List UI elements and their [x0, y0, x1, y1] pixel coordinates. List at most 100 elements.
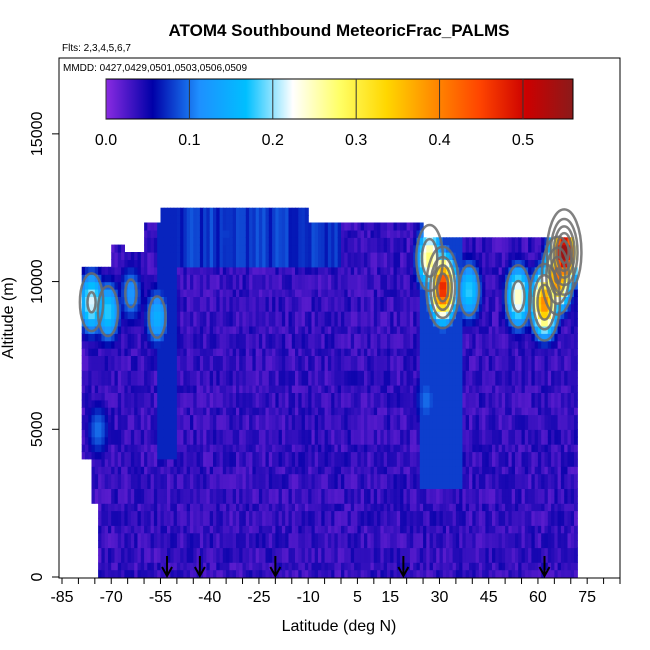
heatmap-cell	[304, 525, 309, 534]
heatmap-cell	[134, 421, 139, 430]
heatmap-cell	[130, 466, 135, 475]
heatmap-cell	[229, 266, 234, 275]
heatmap-cell	[190, 362, 194, 371]
heatmap-cell	[232, 281, 237, 290]
heatmap-cell	[203, 377, 207, 386]
heatmap-cell	[370, 333, 375, 342]
heatmap-cell	[298, 488, 303, 497]
heatmap-cell	[180, 325, 185, 334]
heatmap-cell	[209, 370, 214, 379]
heatmap-cell	[380, 296, 385, 305]
heatmap-cell	[180, 215, 185, 224]
heatmap-cell	[318, 510, 322, 519]
heatmap-cell	[387, 488, 391, 497]
heatmap-cell	[196, 554, 201, 563]
heatmap-cell	[357, 532, 362, 541]
heatmap-cell	[272, 532, 276, 541]
heatmap-cell	[288, 436, 293, 445]
heatmap-cell	[278, 318, 283, 327]
heatmap-cell	[423, 503, 427, 512]
heatmap-cell	[298, 385, 303, 393]
heatmap-cell	[219, 488, 224, 497]
heatmap-cell	[409, 444, 414, 453]
heatmap-cell	[278, 451, 283, 460]
heatmap-cell	[150, 569, 155, 578]
heatmap-cell	[364, 562, 368, 571]
heatmap-cell	[364, 466, 368, 475]
heatmap-cell	[213, 289, 217, 297]
heatmap-cell	[272, 429, 276, 438]
heatmap-cell	[127, 473, 132, 482]
heatmap-cell	[203, 385, 207, 393]
heatmap-cell	[265, 325, 270, 334]
heatmap-cell	[324, 473, 329, 482]
heatmap-cell	[295, 488, 299, 497]
heatmap-cell	[255, 289, 260, 297]
heatmap-cell	[124, 385, 129, 393]
heatmap-cell	[236, 451, 240, 460]
heatmap-cell	[98, 348, 102, 356]
heatmap-cell	[347, 547, 352, 556]
heatmap-cell	[104, 525, 109, 534]
heatmap-cell	[262, 517, 267, 526]
heatmap-cell	[354, 458, 358, 467]
heatmap-cell	[88, 311, 93, 320]
heatmap-cell	[163, 473, 168, 482]
heatmap-cell	[278, 421, 283, 430]
heatmap-cell	[298, 503, 303, 512]
heatmap-cell	[88, 429, 93, 438]
heatmap-cell	[367, 385, 372, 393]
heatmap-cell	[88, 340, 93, 349]
heatmap-cell	[183, 215, 188, 224]
heatmap-cell	[390, 429, 395, 438]
heatmap-cell	[387, 554, 391, 563]
heatmap-cell	[262, 229, 267, 238]
heatmap-cell	[150, 281, 155, 290]
heatmap-cell	[144, 289, 148, 297]
heatmap-cell	[311, 222, 316, 231]
heatmap-cell	[334, 237, 339, 246]
heatmap-cell	[301, 333, 306, 342]
heatmap-cell	[288, 355, 293, 364]
heatmap-cell	[199, 215, 204, 224]
heatmap-cell	[403, 414, 408, 423]
heatmap-cell	[334, 252, 339, 260]
heatmap-cell	[406, 362, 411, 371]
heatmap-cell	[268, 266, 273, 275]
heatmap-cell	[196, 517, 201, 526]
heatmap-cell	[301, 407, 306, 416]
heatmap-cell	[370, 303, 375, 312]
heatmap-cell	[304, 503, 309, 512]
heatmap-cell	[291, 281, 296, 290]
heatmap-cell	[137, 355, 142, 364]
heatmap-cell	[121, 289, 125, 297]
heatmap-cell	[108, 503, 112, 512]
heatmap-cell	[311, 554, 316, 563]
heatmap-cell	[258, 215, 263, 224]
heatmap-cell	[265, 495, 270, 504]
heatmap-cell	[114, 421, 119, 430]
heatmap-cell	[304, 274, 309, 283]
heatmap-cell	[364, 237, 368, 246]
heatmap-cell	[400, 370, 404, 379]
heatmap-cell	[81, 377, 86, 386]
heatmap-cell	[157, 525, 162, 534]
heatmap-cell	[163, 540, 168, 549]
heatmap-cell	[173, 266, 178, 275]
heatmap-cell	[304, 207, 309, 216]
heatmap-cell	[275, 222, 280, 231]
heatmap-cell	[81, 296, 86, 305]
heatmap-cell	[275, 562, 280, 571]
heatmap-cell	[167, 244, 171, 253]
heatmap-cell	[242, 266, 247, 275]
heatmap-cell	[268, 414, 273, 423]
heatmap-cell	[304, 532, 309, 541]
heatmap-cell	[229, 289, 234, 297]
heatmap-cell	[160, 429, 165, 438]
heatmap-cell	[108, 436, 112, 445]
heatmap-cell	[337, 311, 342, 320]
heatmap-cell	[311, 325, 316, 334]
heatmap-cell	[419, 303, 424, 312]
heatmap-cell	[173, 303, 178, 312]
heatmap-cell	[236, 281, 240, 290]
